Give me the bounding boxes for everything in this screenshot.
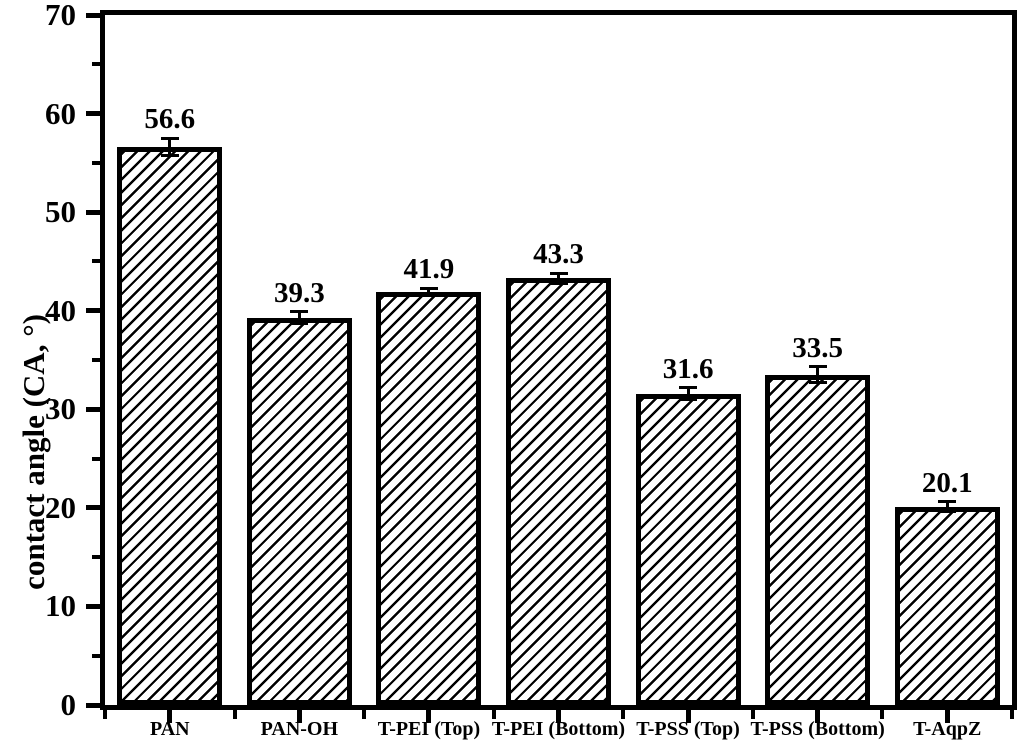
plot-frame	[100, 10, 1017, 710]
bar-T-PSS-Top-	[635, 393, 741, 705]
error-bar-line	[816, 366, 820, 383]
y-tick-label: 10	[45, 588, 76, 624]
x-tick-label: T-PEI (Top)	[377, 718, 481, 740]
error-bar-cap-top	[290, 310, 309, 314]
y-minor-tick	[92, 259, 100, 264]
y-tick-label: 70	[45, 0, 76, 32]
x-major-tick	[556, 710, 561, 723]
y-major-tick	[86, 603, 100, 609]
x-major-tick	[815, 710, 821, 723]
bar-value-label: 43.3	[533, 238, 584, 271]
x-tick-label: T-AqpZ	[913, 718, 982, 740]
error-bar-cap-bottom	[679, 397, 698, 401]
y-tick-label: 40	[45, 292, 76, 328]
x-minor-tick	[880, 710, 885, 719]
y-major-tick	[86, 702, 100, 708]
x-minor-tick	[362, 710, 367, 719]
x-minor-tick	[491, 710, 496, 719]
error-bar-line	[686, 387, 690, 400]
error-bar-line	[168, 138, 172, 156]
error-bar-cap-top	[419, 286, 438, 290]
y-tick-label: 50	[45, 194, 76, 230]
bar-value-label: 20.1	[921, 466, 973, 499]
x-major-tick	[426, 710, 432, 723]
bar-value-label: 41.9	[403, 253, 455, 286]
error-bar-cap-bottom	[160, 154, 179, 158]
y-tick-label: 0	[60, 687, 77, 722]
x-minor-tick	[1010, 710, 1014, 719]
plot-area: 56.6 39.3 41.9 43.3 31.6 33.5 20.1	[105, 15, 1012, 705]
bar-T-AqpZ	[894, 506, 1000, 705]
x-major-tick	[296, 710, 302, 723]
x-minor-tick	[103, 710, 107, 719]
error-bar-cap-bottom	[290, 322, 309, 326]
bar-T-PSS-Bottom-	[765, 374, 871, 705]
error-bar-cap-top	[679, 386, 698, 390]
x-tick-label: T-PSS (Bottom)	[750, 718, 885, 740]
error-bar-cap-bottom	[549, 281, 568, 285]
y-minor-tick	[92, 555, 100, 560]
x-tick-label: T-PEI (Bottom)	[491, 718, 626, 740]
x-tick-label: T-PSS (Top)	[636, 718, 740, 740]
y-major-tick	[86, 505, 100, 511]
x-major-tick	[685, 710, 691, 723]
x-tick-label: PAN	[149, 718, 190, 740]
y-minor-tick	[92, 160, 100, 165]
y-tick-label: 20	[45, 489, 76, 525]
error-bar-cap-top	[160, 136, 179, 140]
bar-value-label: 39.3	[273, 276, 325, 309]
error-bar-cap-top	[938, 500, 957, 504]
y-axis-title: contact angle (CA, °)	[16, 314, 51, 590]
y-major-tick	[86, 111, 100, 117]
bar-T-PEI-Bottom-	[506, 278, 611, 705]
error-bar-cap-top	[808, 365, 827, 369]
y-minor-tick	[92, 456, 100, 461]
y-major-tick	[86, 406, 100, 412]
bar-PAN	[117, 147, 223, 705]
y-major-tick	[86, 12, 100, 18]
bar-PAN-OH	[246, 317, 352, 705]
x-major-tick	[167, 710, 173, 723]
bar-T-PEI-Top-	[376, 292, 482, 705]
error-bar-cap-bottom	[808, 381, 827, 385]
bar-value-label: 33.5	[792, 331, 844, 364]
error-bar-line	[297, 311, 301, 324]
bar-value-label: 31.6	[662, 352, 714, 385]
y-tick-label: 30	[45, 391, 76, 427]
x-minor-tick	[750, 710, 755, 719]
x-minor-tick	[232, 710, 237, 719]
y-major-tick	[86, 308, 100, 314]
error-bar-cap-bottom	[938, 510, 957, 514]
error-bar-line	[945, 501, 949, 512]
bar-value-label: 56.6	[144, 103, 196, 136]
y-minor-tick	[92, 653, 100, 658]
error-bar-line	[427, 288, 431, 296]
error-bar-cap-bottom	[419, 294, 438, 298]
x-tick-label: PAN-OH	[260, 718, 339, 740]
y-major-tick	[86, 209, 100, 215]
y-minor-tick	[92, 358, 100, 362]
x-minor-tick	[621, 710, 626, 719]
y-minor-tick	[92, 62, 100, 67]
y-tick-label: 60	[45, 95, 76, 131]
x-major-tick	[944, 710, 950, 723]
error-bar-line	[557, 273, 560, 284]
error-bar-cap-top	[549, 271, 568, 275]
